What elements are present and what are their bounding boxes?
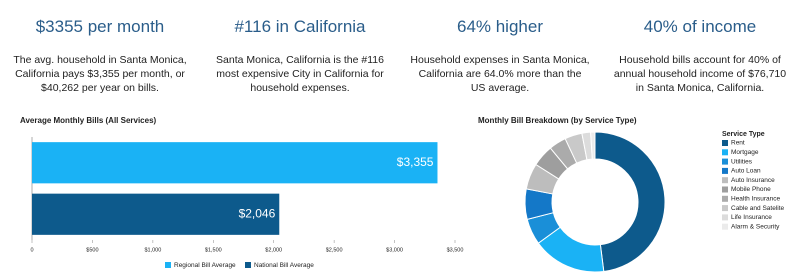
- legend-label: Utilities: [731, 158, 753, 165]
- stat-card: $3355 per month The avg. household in San…: [0, 0, 200, 105]
- stat-card: 40% of income Household bills account for…: [600, 0, 800, 105]
- legend-swatch: [165, 262, 171, 268]
- legend-label: Health Insurance: [731, 196, 781, 203]
- stat-card: 64% higher Household expenses in Santa Mo…: [400, 0, 600, 105]
- chart-title: Average Monthly Bills (All Services): [20, 116, 157, 125]
- legend-swatch: [722, 186, 728, 193]
- chart-title: Monthly Bill Breakdown (by Service Type): [478, 116, 637, 125]
- legend-swatch: [722, 149, 728, 156]
- stat-headline: 40% of income: [643, 17, 757, 36]
- stat-text: Santa Monica, California is the #116 mos…: [216, 54, 384, 94]
- donut-slice: [594, 131, 666, 273]
- stat-headline: #116 in California: [234, 17, 366, 36]
- legend-swatch: [722, 167, 728, 174]
- legend-swatch: [722, 214, 728, 221]
- x-tick-label: $2,000: [265, 247, 282, 253]
- stat-card: #116 in California Santa Monica, Californ…: [200, 0, 400, 105]
- x-tick-label: 0: [30, 247, 33, 253]
- legend-label: Mortgage: [731, 149, 759, 156]
- stat-text: Household bills account for 40% of annua…: [613, 54, 787, 94]
- legend-label: Alarm & Security: [731, 223, 780, 230]
- donut-slice: [590, 131, 596, 160]
- x-tick-label: $1,500: [205, 247, 222, 253]
- legend-label: Auto Insurance: [731, 177, 775, 184]
- legend-label: Mobile Phone: [731, 186, 771, 193]
- stat-text: Household expenses in Santa Monica, Cali…: [410, 54, 590, 94]
- x-tick-label: $500: [86, 247, 98, 253]
- legend-swatch: [722, 223, 728, 230]
- bar: [32, 193, 280, 235]
- value-label: $3,355: [397, 155, 434, 169]
- legend-swatch: [722, 205, 728, 212]
- legend-swatch: [245, 262, 251, 268]
- legend-label: Life Insurance: [731, 214, 772, 221]
- legend-swatch: [722, 158, 728, 165]
- legend-swatch: [722, 140, 728, 146]
- legend-label: National Bill Average: [254, 262, 314, 269]
- x-tick-label: $2,500: [326, 247, 343, 253]
- legend-swatch: [722, 195, 728, 202]
- x-tick-label: $3,000: [386, 247, 403, 253]
- stat-headline: 64% higher: [456, 17, 543, 36]
- legend-label: Auto Loan: [731, 168, 761, 175]
- legend-label: Rent: [731, 140, 745, 147]
- stat-headline: $3355 per month: [35, 17, 165, 36]
- x-tick-label: $1,000: [144, 247, 161, 253]
- bar: [32, 142, 438, 184]
- legend-swatch: [722, 177, 728, 184]
- stat-cards: $3355 per month The avg. household in San…: [0, 0, 800, 105]
- legend-label: Cable and Satelite: [731, 205, 785, 212]
- value-label: $2,046: [239, 206, 276, 220]
- legend-label: Regional Bill Average: [174, 262, 236, 269]
- stat-text: The avg. household in Santa Monica, Cali…: [13, 54, 187, 94]
- x-tick-label: $3,500: [447, 247, 464, 253]
- legend-title: Service Type: [722, 131, 765, 138]
